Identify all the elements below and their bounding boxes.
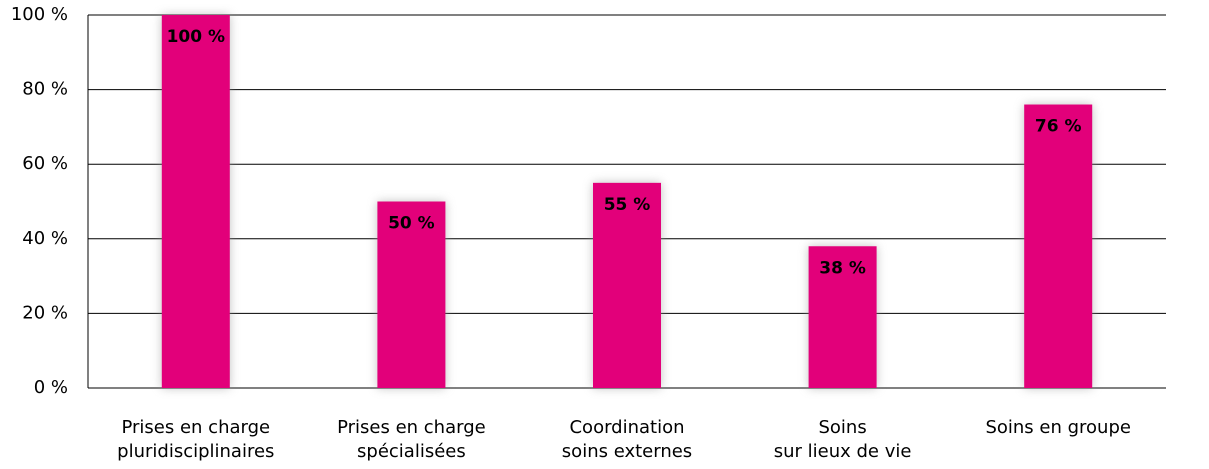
value-label: 50 % bbox=[388, 214, 435, 234]
x-tick-label: Prises en charge bbox=[337, 417, 486, 438]
y-tick-label: 80 % bbox=[22, 79, 68, 100]
y-tick-label: 0 % bbox=[34, 377, 68, 398]
bar bbox=[377, 201, 446, 388]
value-label: 100 % bbox=[167, 27, 225, 47]
bar bbox=[161, 15, 230, 388]
x-tick-label: Prises en charge bbox=[121, 417, 270, 438]
x-tick-label: pluridisciplinaires bbox=[117, 441, 274, 462]
value-label: 38 % bbox=[819, 258, 866, 278]
x-tick-label: Soins en groupe bbox=[985, 417, 1131, 438]
x-tick-label: Soins bbox=[818, 417, 866, 438]
x-tick-label: soins externes bbox=[562, 441, 692, 462]
value-label: 55 % bbox=[604, 195, 651, 215]
y-tick-label: 100 % bbox=[11, 4, 68, 25]
y-tick-label: 20 % bbox=[22, 302, 68, 323]
bar bbox=[808, 246, 877, 388]
y-tick-label: 60 % bbox=[22, 153, 68, 174]
x-tick-label: Coordination bbox=[569, 417, 684, 438]
x-tick-label: sur lieux de vie bbox=[774, 441, 912, 462]
bar bbox=[1024, 104, 1093, 389]
x-tick-label: spécialisées bbox=[357, 441, 466, 462]
value-label: 76 % bbox=[1035, 117, 1082, 137]
y-tick-label: 40 % bbox=[22, 228, 68, 249]
bar bbox=[593, 182, 661, 388]
